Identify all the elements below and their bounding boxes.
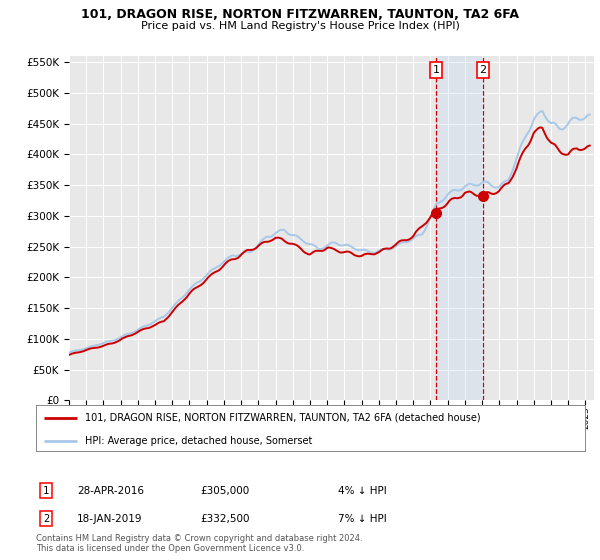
Text: 1: 1 — [43, 486, 49, 496]
Text: 18-JAN-2019: 18-JAN-2019 — [77, 514, 143, 524]
Text: HPI: Average price, detached house, Somerset: HPI: Average price, detached house, Some… — [85, 436, 313, 446]
Text: 2: 2 — [479, 65, 487, 75]
Text: £305,000: £305,000 — [200, 486, 250, 496]
Text: 4% ↓ HPI: 4% ↓ HPI — [338, 486, 387, 496]
Text: 101, DRAGON RISE, NORTON FITZWARREN, TAUNTON, TA2 6FA: 101, DRAGON RISE, NORTON FITZWARREN, TAU… — [81, 8, 519, 21]
Text: Price paid vs. HM Land Registry's House Price Index (HPI): Price paid vs. HM Land Registry's House … — [140, 21, 460, 31]
Text: 101, DRAGON RISE, NORTON FITZWARREN, TAUNTON, TA2 6FA (detached house): 101, DRAGON RISE, NORTON FITZWARREN, TAU… — [85, 413, 481, 423]
Text: £332,500: £332,500 — [200, 514, 250, 524]
Text: 2: 2 — [43, 514, 49, 524]
Text: Contains HM Land Registry data © Crown copyright and database right 2024.
This d: Contains HM Land Registry data © Crown c… — [36, 534, 362, 553]
Bar — [436, 56, 483, 400]
Text: 7% ↓ HPI: 7% ↓ HPI — [338, 514, 387, 524]
Text: 28-APR-2016: 28-APR-2016 — [77, 486, 144, 496]
Text: 1: 1 — [433, 65, 440, 75]
